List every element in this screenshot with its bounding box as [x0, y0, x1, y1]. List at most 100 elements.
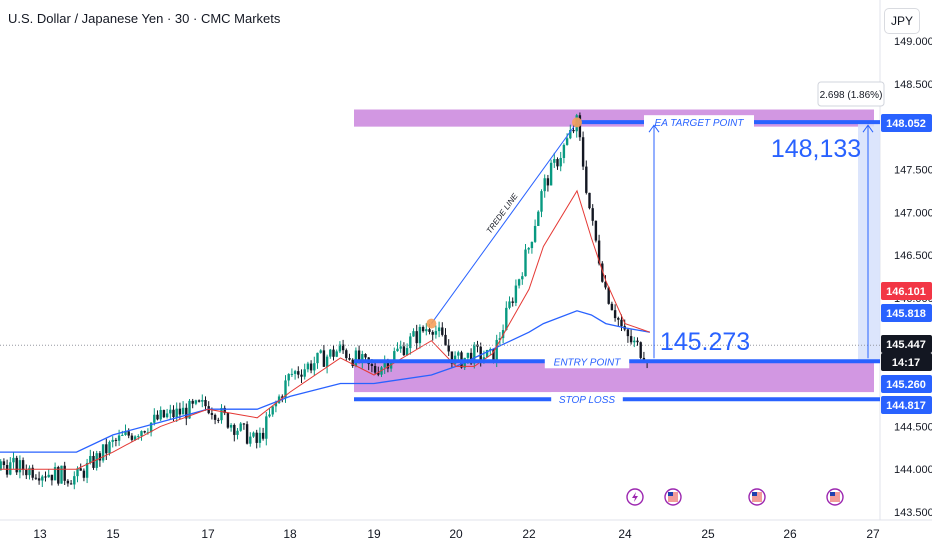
candle-down	[5, 465, 9, 475]
candle-up	[425, 329, 428, 332]
candle-up	[89, 455, 92, 463]
time-tick-label: 18	[283, 527, 297, 541]
candle-up	[268, 414, 271, 417]
candle-up	[383, 361, 386, 368]
candle-up	[543, 178, 546, 192]
candle-down	[546, 178, 550, 186]
candle-up	[73, 476, 76, 485]
candle-up	[239, 423, 242, 431]
candle-down	[492, 349, 495, 363]
candle-up	[533, 225, 537, 242]
time-tick-label: 22	[522, 527, 536, 541]
candle-up	[236, 430, 239, 435]
candle-down	[98, 453, 102, 461]
price-badge	[881, 304, 932, 322]
candle-down	[309, 363, 313, 371]
price-badge	[881, 282, 932, 300]
stop-loss-label-bg	[551, 392, 623, 407]
time-tick-label: 26	[783, 527, 797, 541]
pivot-point	[572, 117, 582, 128]
candle-up	[569, 130, 572, 139]
candle-up	[316, 352, 319, 364]
candle-down	[581, 137, 585, 167]
ea-target-label: EA TARGET POINT	[655, 118, 745, 129]
candle-down	[373, 365, 377, 373]
candle-down	[469, 352, 473, 364]
candle-down	[162, 410, 166, 418]
candle-down	[143, 431, 146, 433]
candle-up	[159, 410, 162, 420]
candle-down	[351, 359, 354, 367]
candle-down	[572, 130, 575, 132]
candle-up	[53, 467, 57, 481]
time-tick-label: 27	[866, 527, 880, 541]
candle-down	[213, 414, 217, 420]
price-badge-label: 145.260	[886, 379, 926, 391]
candle-down	[617, 318, 620, 320]
candle-up	[137, 436, 140, 438]
candle-up	[271, 406, 274, 415]
candle-down	[604, 281, 607, 288]
candle-down	[341, 344, 345, 351]
time-tick-label: 17	[201, 527, 215, 541]
candle-up	[562, 144, 566, 158]
candlestick-series	[0, 112, 649, 490]
candle-up	[505, 307, 508, 331]
candle-up	[393, 351, 396, 362]
event-markers	[626, 488, 844, 506]
candle-down	[402, 346, 406, 356]
candle-down	[364, 354, 367, 358]
candle-up	[284, 380, 287, 398]
candle-up	[274, 402, 278, 407]
candle-up	[524, 249, 527, 277]
candle-up	[85, 462, 89, 478]
candle-up	[111, 439, 114, 442]
candle-down	[636, 340, 639, 343]
candle-up	[485, 349, 489, 358]
candle-up	[12, 457, 15, 463]
candle-up	[258, 432, 262, 443]
currency-button[interactable]: JPY	[884, 8, 920, 34]
candle-up	[201, 399, 204, 402]
candle-up	[124, 431, 127, 435]
candle-down	[217, 419, 220, 421]
candle-up	[409, 336, 412, 349]
candle-down	[357, 350, 361, 362]
price-badge-label: 14:17	[892, 357, 920, 369]
stop-loss-label: STOP LOSS	[559, 395, 615, 406]
candle-up	[287, 374, 290, 381]
candle-up	[303, 369, 306, 377]
price-badges: 148.052 146.101 145.818 145.447 14:17 145.260…	[881, 114, 932, 414]
time-tick-label: 25	[701, 527, 715, 541]
candle-up	[194, 400, 198, 404]
candle-down	[21, 460, 25, 470]
candle-up	[293, 371, 297, 374]
plot-background	[0, 0, 880, 550]
time-axis-ticks: 13 15 17 18 19 20 22 24 25 26 27	[33, 527, 880, 541]
candle-up	[313, 363, 316, 371]
candle-up	[101, 444, 105, 461]
measure-label: 2.698 (1.86%)	[820, 90, 883, 101]
pivot-point	[426, 318, 437, 329]
candle-down	[591, 208, 594, 221]
price-tick-label: 148.500	[894, 79, 932, 91]
candle-up	[399, 346, 402, 349]
candle-down	[377, 372, 380, 375]
candle-down	[428, 329, 431, 332]
candle-down	[245, 424, 249, 444]
candle-up	[437, 327, 441, 332]
candle-down	[2, 461, 6, 466]
candle-down	[233, 424, 236, 435]
candle-down	[450, 351, 454, 364]
candle-down	[226, 413, 230, 428]
candle-down	[300, 374, 303, 377]
candle-down	[156, 414, 159, 420]
candle-down	[556, 159, 559, 167]
candle-down	[185, 407, 188, 419]
price-badge	[881, 375, 932, 393]
entry-label: ENTRY POINT	[554, 357, 622, 368]
candle-up	[338, 344, 342, 352]
candle-up	[396, 348, 399, 352]
candle-down	[594, 220, 598, 241]
